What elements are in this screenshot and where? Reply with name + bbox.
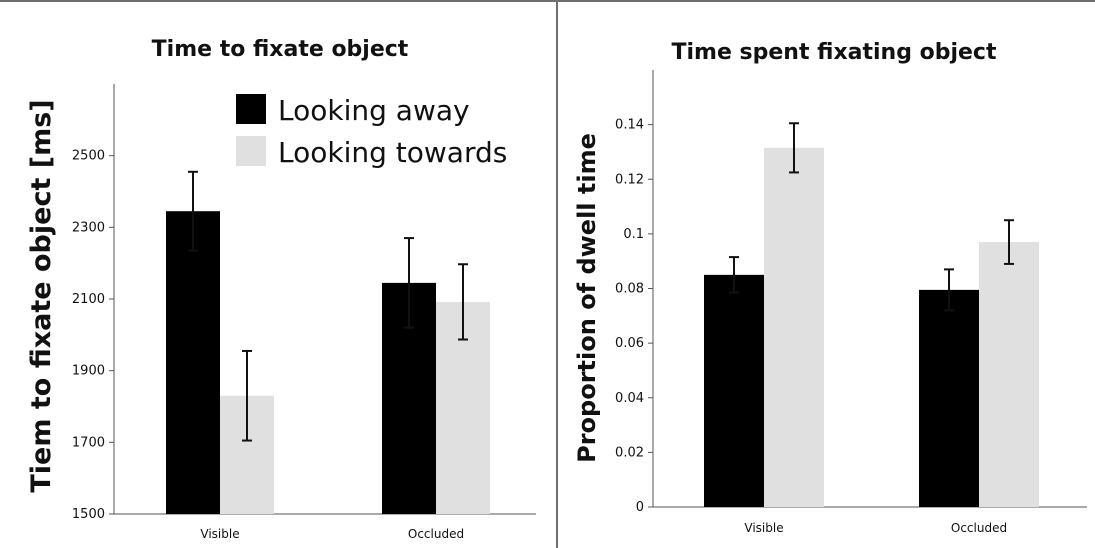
y-tick-label: 0.12 — [615, 172, 644, 187]
y-tick-label: 0.14 — [615, 118, 644, 133]
y-tick-label: 2500 — [72, 149, 105, 164]
bar-looking-away-visible — [704, 274, 764, 507]
y-tick-label: 0.08 — [615, 282, 644, 297]
x-category-label: Visible — [744, 521, 783, 535]
y-tick-label: 2300 — [72, 220, 105, 235]
panel-divider — [556, 0, 558, 548]
legend-label-looking-towards: Looking towards — [278, 136, 507, 169]
x-category-label: Occluded — [408, 527, 464, 541]
legend-label-looking-away: Looking away — [278, 94, 470, 127]
y-tick-label: 0.06 — [615, 336, 644, 351]
y-tick-label: 1700 — [72, 435, 105, 450]
bar-looking-away-visible — [166, 211, 220, 515]
y-axis-label: Tiem to fixate object [ms] — [26, 99, 57, 492]
x-category-label: Visible — [200, 527, 239, 541]
bar-looking-away-occluded — [919, 289, 979, 507]
chart-title: Time spent fixating object — [671, 40, 996, 65]
y-tick-label: 0 — [636, 500, 644, 515]
y-tick-label: 0.02 — [615, 445, 644, 460]
chart-time-spent-fixating: Time spent fixating object Proportion of… — [573, 40, 1087, 535]
y-tick-label: 0.04 — [615, 391, 644, 406]
plot-area: 0 0.02 0.04 0.06 0.08 0.1 0.12 0.14 Visible Occlu… — [615, 70, 1087, 535]
bar-looking-towards-visible — [764, 147, 824, 507]
y-tick-label: 0.1 — [623, 227, 644, 242]
y-tick-label: 1900 — [72, 364, 105, 379]
chart-title: Time to fixate object — [152, 37, 409, 62]
y-axis-label: Proportion of dwell time — [573, 133, 601, 463]
legend: Looking away Looking towards — [236, 94, 507, 169]
frame-top-border — [0, 0, 1095, 2]
y-tick-label: 2100 — [72, 292, 105, 307]
bar-looking-towards-occluded — [979, 242, 1039, 507]
chart-panel-time-to-fixate: Time to fixate object Tiem to fixate obj… — [26, 37, 536, 541]
legend-swatch-looking-away — [236, 94, 266, 124]
chart-time-to-fixate: Time to fixate object Tiem to fixate obj… — [26, 37, 536, 541]
plot-area: 1500 1700 1900 2100 2300 2500 Visible Occluded — [72, 84, 536, 541]
y-tick-label: 1500 — [72, 507, 105, 522]
x-category-label: Occluded — [951, 521, 1007, 535]
legend-swatch-looking-towards — [236, 136, 266, 166]
chart-panel-time-spent: Time spent fixating object Proportion of… — [557, 0, 1095, 548]
